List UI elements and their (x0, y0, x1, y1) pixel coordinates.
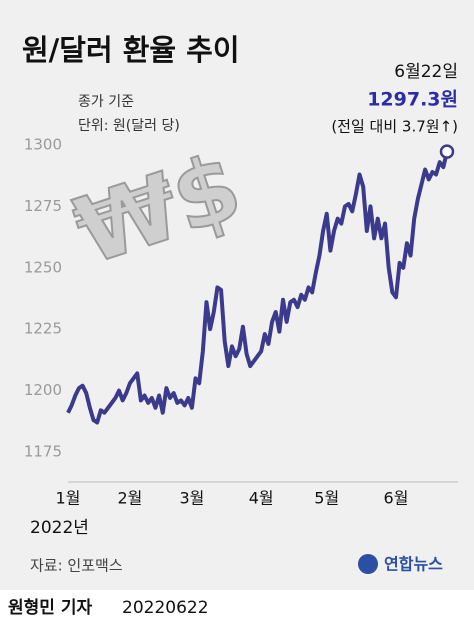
line (66, 151, 449, 425)
y-tick-label: 1200 (24, 381, 62, 399)
byline: 원형민 기자 (8, 597, 92, 618)
source: 자료: 인포맥스 (30, 557, 123, 575)
x-tick-label: 2월 (117, 489, 142, 508)
y-tick-label: 1275 (24, 197, 62, 215)
x-axis-label: 2022년 (30, 518, 89, 538)
x-tick-label: 6월 (384, 489, 409, 508)
x-tick-label: 3월 (179, 489, 204, 508)
annotation-change: (전일 대비 3.7원↑) (331, 118, 458, 136)
x-tick-label: 1월 (56, 489, 81, 508)
y-tick-label: 1175 (24, 443, 62, 461)
subtitle: 종가 기준 (78, 94, 134, 110)
y-tick-label: 1300 (24, 136, 62, 154)
value-label: 1297.3원 (367, 89, 458, 111)
end-marker (439, 144, 455, 159)
annotation-date: 6월22일 (394, 62, 458, 82)
y-tick-label: 1225 (24, 320, 62, 338)
unit: 단위: 원(달러 당) (78, 118, 180, 134)
logo: 연합뉴스 (384, 555, 443, 574)
x-tick-label: 4월 (249, 489, 274, 508)
x-tick-label: 5월 (314, 489, 339, 508)
chart-title: 원/달러 환율 추이 (22, 33, 240, 67)
logo-icon (358, 554, 378, 574)
date: 20220622 (122, 598, 209, 618)
y-tick-label: 1250 (24, 258, 62, 276)
